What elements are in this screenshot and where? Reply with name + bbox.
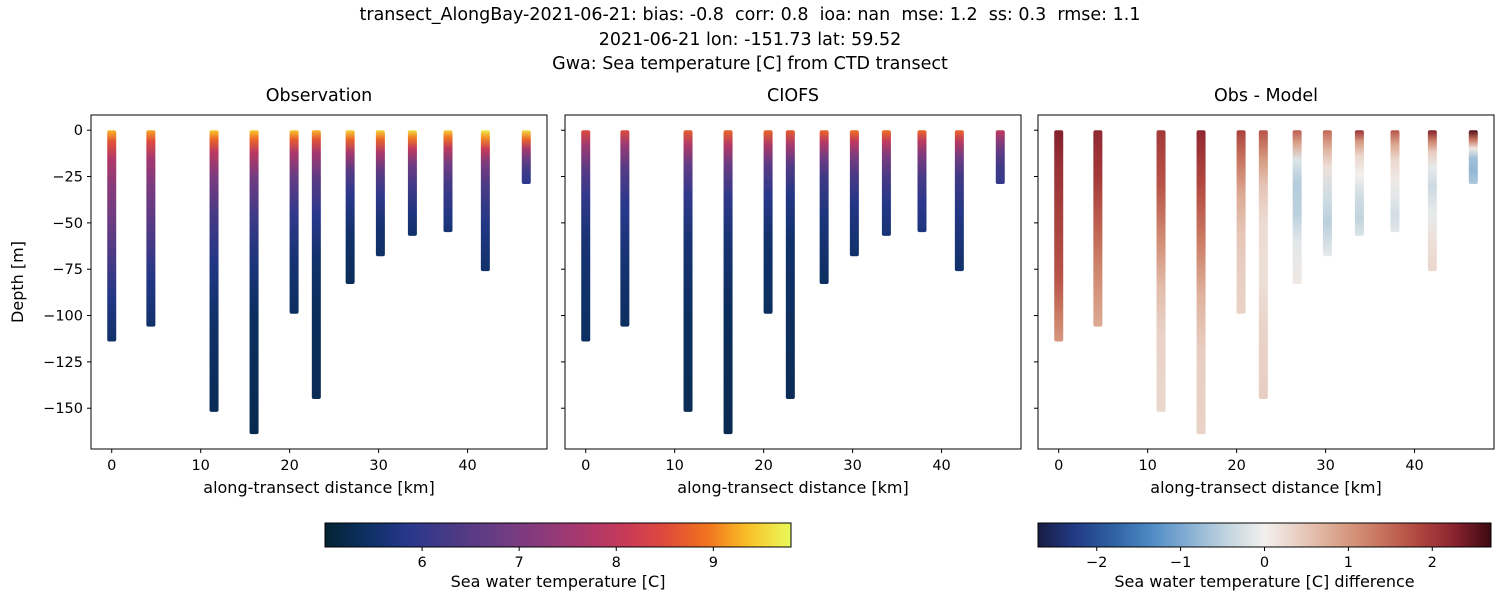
colorbar [1038,523,1491,547]
axes-frame [1037,114,1495,450]
y-axis-label: Depth [m] [8,241,27,323]
colorbar-label-difference: Sea water temperature [C] difference [1114,572,1415,591]
colorbar-tick-label: 7 [515,555,524,571]
profile-bar [1390,130,1400,233]
x-tick-label: 40 [458,458,476,474]
profile-bar [1468,130,1478,184]
profile-bar [1258,130,1268,399]
colorbar-tick-label: 6 [417,555,426,571]
y-tick-label: −25 [52,170,83,186]
profile-bar [311,130,321,399]
x-tick-label: 10 [191,458,209,474]
profile-bar [620,130,630,327]
x-axis-label-1: along-transect distance [km] [203,478,435,497]
profile-bar [881,130,891,236]
x-tick-label: 20 [280,458,298,474]
y-tick-label: 0 [74,123,83,139]
profile-bar [683,130,693,412]
colorbar-label-temperature: Sea water temperature [C] [450,572,666,591]
profile-bar [995,130,1005,184]
profile-bar [785,130,795,399]
x-tick-label: 30 [1316,458,1334,474]
profile-bar [763,130,773,314]
profile-bar [1156,130,1166,412]
profile-bar [819,130,829,285]
profile-bar [849,130,859,257]
x-tick-label: 0 [1054,458,1063,474]
x-tick-label: 0 [107,458,116,474]
profile-bar [1196,130,1206,435]
x-tick-label: 30 [369,458,387,474]
x-tick-label: 30 [843,458,861,474]
profile-bar [954,130,964,272]
profile-bar [407,130,417,236]
colorbar-tick-label: 0 [1260,555,1269,571]
x-axis-label-3: along-transect distance [km] [1150,478,1382,497]
profile-bar [1322,130,1332,257]
figure-title: transect_AlongBay-2021-06-21: bias: -0.8… [359,5,1141,25]
figure-subtitle-date: 2021-06-21 lon: -151.73 lat: 59.52 [598,30,902,50]
y-tick-label: −75 [52,262,83,278]
panel-title-ciofs: CIOFS [766,86,820,106]
profile-bar [1354,130,1364,236]
colorbar [325,523,791,547]
x-tick-label: 20 [1227,458,1245,474]
y-tick-label: −125 [43,355,83,371]
profile-bar [1054,130,1064,342]
profile-bar [249,130,259,435]
x-tick-label: 40 [932,458,950,474]
y-tick-label: −100 [43,309,83,325]
panel-title-observation: Observation [265,86,373,106]
profile-bar [917,130,927,233]
x-tick-label: 10 [1138,458,1156,474]
profile-bar [1427,130,1437,272]
colorbar-tick-label: 8 [612,555,621,571]
profile-bar [209,130,219,412]
axes-frame [564,114,1022,450]
profile-bar [1093,130,1103,327]
profile-bar [1236,130,1246,314]
x-tick-label: 40 [1405,458,1423,474]
profile-bar [480,130,490,272]
y-tick-label: −50 [52,216,83,232]
profile-bar [443,130,453,233]
colorbar-tick-label: 1 [1344,555,1353,571]
profile-bar [146,130,156,327]
profile-bar [375,130,385,257]
y-tick-label: −150 [43,401,83,417]
colorbar-tick-label: 9 [709,555,718,571]
colorbar-tick-label: 2 [1428,555,1437,571]
x-axis-label-2: along-transect distance [km] [677,478,909,497]
profile-bar [107,130,117,342]
figure-subtitle-variable: Gwa: Sea temperature [C] from CTD transe… [552,54,948,74]
axes-frame [90,114,548,450]
panel-title-obs-model: Obs - Model [1214,86,1318,106]
profile-bar [521,130,531,184]
profile-bar [345,130,355,285]
x-tick-label: 10 [665,458,683,474]
x-tick-label: 20 [754,458,772,474]
profile-bar [289,130,299,314]
profile-bar [1292,130,1302,285]
colorbar-tick-label: −1 [1170,555,1191,571]
profile-bar [581,130,591,342]
colorbar-frame [324,522,792,548]
profile-bar [723,130,733,435]
colorbar-tick-label: −2 [1086,555,1107,571]
x-tick-label: 0 [581,458,590,474]
